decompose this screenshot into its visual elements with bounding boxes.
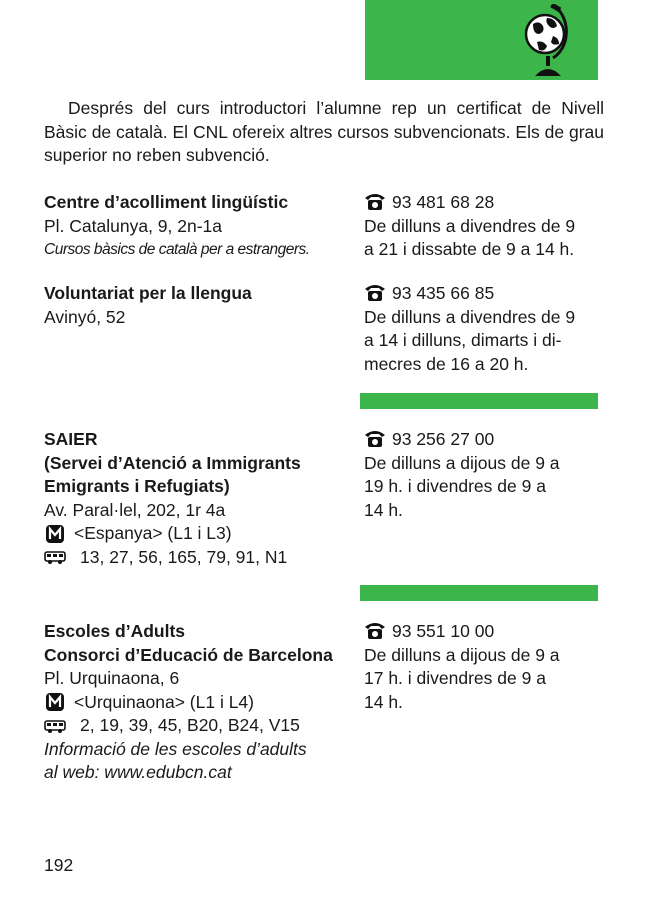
- entry-voluntariat-contact: 93 435 66 85 De dilluns a divendres de 9…: [364, 282, 604, 376]
- green-divider: [360, 585, 598, 601]
- entry-name: Voluntariat per la llengua: [44, 283, 252, 303]
- telephone-icon: [365, 194, 385, 210]
- entry-hours-line: a 14 i dilluns, dimarts i di-: [364, 330, 562, 350]
- entry-phone: 93 256 27 00: [392, 429, 495, 449]
- entry-name-line: Emigrants i Refugiats): [44, 476, 230, 496]
- entry-saier: SAIER (Servei d’Atenció a Immigrants Emi…: [44, 428, 366, 569]
- telephone-icon: [365, 285, 385, 301]
- entry-centre-acolliment-contact: 93 481 68 28 De dilluns a divendres de 9…: [364, 191, 604, 262]
- globe-icon: [524, 4, 568, 76]
- entry-centre-acolliment: Centre d’acolliment lingüístic Pl. Catal…: [44, 191, 366, 262]
- entry-name: Centre d’acolliment lingüístic: [44, 192, 289, 212]
- entry-hours-line: 14 h.: [364, 499, 403, 520]
- entry-phone: 93 481 68 28: [392, 192, 495, 212]
- page-number: 192: [44, 855, 74, 875]
- telephone-icon: [365, 431, 385, 447]
- entry-phone: 93 435 66 85: [392, 283, 495, 303]
- entry-escoles-adults: Escoles d’Adults Consorci d’Educació de …: [44, 620, 366, 785]
- entry-saier-contact: 93 256 27 00 De dilluns a dijous de 9 a …: [364, 428, 604, 522]
- entry-address: Avinyó, 52: [44, 306, 126, 327]
- metro-icon: [46, 693, 64, 712]
- telephone-icon: [365, 623, 385, 639]
- entry-hours-line: a 21 i dissabte de 9 a 14 h.: [364, 239, 575, 259]
- entry-hours-line: mecres de 16 a 20 h.: [364, 353, 529, 374]
- entry-hours-line: De dilluns a dijous de 9 a: [364, 644, 560, 665]
- entry-address: Pl. Urquinaona, 6: [44, 668, 180, 688]
- entry-phone: 93 551 10 00: [392, 621, 495, 641]
- entry-hours-line: 14 h.: [364, 691, 403, 712]
- entry-voluntariat: Voluntariat per la llengua Avinyó, 52: [44, 282, 366, 329]
- bus-icon: [44, 719, 66, 733]
- entry-name-line: SAIER: [44, 429, 98, 449]
- entry-info-line: Informació de les escoles d’adults: [44, 738, 307, 759]
- entry-hours-line: 17 h. i divendres de 9 a: [364, 668, 546, 688]
- entry-note: Cursos bàsics de català per a estrangers…: [44, 241, 310, 258]
- bus-icon: [44, 551, 66, 565]
- entry-name-line: Consorci d’Educació de Barcelona: [44, 644, 333, 665]
- entry-metro: <Espanya> (L1 i L3): [74, 523, 232, 543]
- entry-bus: 2, 19, 39, 45, B20, B24, V15: [80, 715, 300, 735]
- intro-paragraph: Després del curs introductori l’alumne r…: [44, 98, 604, 165]
- entry-metro: <Urquinaona> (L1 i L4): [74, 691, 254, 712]
- entry-escoles-adults-contact: 93 551 10 00 De dilluns a dijous de 9 a …: [364, 620, 604, 714]
- entry-name-line: (Servei d’Atenció a Immigrants: [44, 452, 301, 473]
- metro-icon: [46, 524, 64, 543]
- entry-hours-line: 19 h. i divendres de 9 a: [364, 476, 546, 496]
- entry-hours-line: De dilluns a divendres de 9: [364, 215, 576, 236]
- entry-bus: 13, 27, 56, 165, 79, 91, N1: [80, 546, 288, 567]
- entry-address: Av. Paral·lel, 202, 1r 4a: [44, 499, 226, 520]
- entry-info-line: al web: www.edubcn.cat: [44, 762, 232, 782]
- green-divider: [360, 393, 598, 409]
- entry-address: Pl. Catalunya, 9, 2n-1a: [44, 215, 223, 236]
- entry-name-line: Escoles d’Adults: [44, 621, 186, 641]
- entry-hours-line: De dilluns a dijous de 9 a: [364, 452, 560, 473]
- entry-hours-line: De dilluns a divendres de 9: [364, 306, 576, 327]
